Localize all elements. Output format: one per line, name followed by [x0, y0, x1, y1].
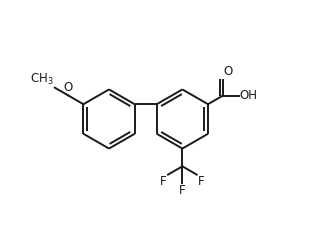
Text: CH$_3$: CH$_3$	[30, 72, 53, 87]
Text: O: O	[224, 65, 233, 78]
Text: OH: OH	[239, 89, 257, 102]
Text: F: F	[160, 175, 167, 188]
Text: F: F	[179, 184, 186, 197]
Text: F: F	[198, 175, 205, 188]
Text: O: O	[63, 81, 73, 94]
